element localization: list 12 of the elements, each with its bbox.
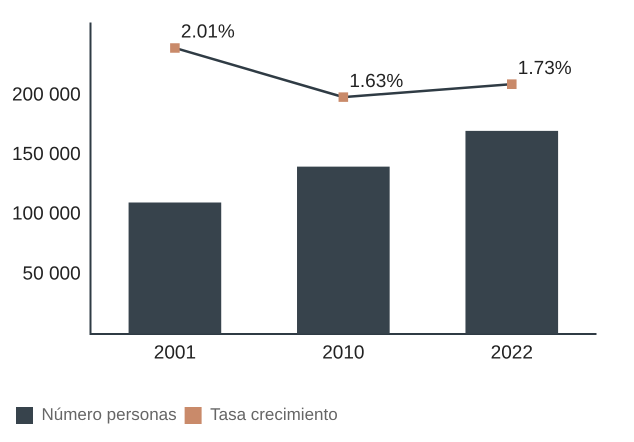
y-tick-label: 150 000 [12, 144, 81, 165]
x-tick-label: 2022 [490, 342, 533, 364]
y-tick-label: 50 000 [22, 263, 81, 284]
data-label: 1.73% [518, 58, 572, 79]
data-label: 1.63% [349, 70, 404, 92]
x-tick-label: 2010 [322, 342, 364, 364]
legend-label: Tasa crecimiento [210, 405, 338, 424]
legend-label: Número personas [42, 405, 177, 424]
data-label: 2.01% [180, 22, 235, 43]
y-tick-label: 200 000 [12, 84, 81, 106]
y-tick-label: 100 000 [12, 204, 81, 225]
x-tick-label: 2001 [154, 342, 196, 364]
